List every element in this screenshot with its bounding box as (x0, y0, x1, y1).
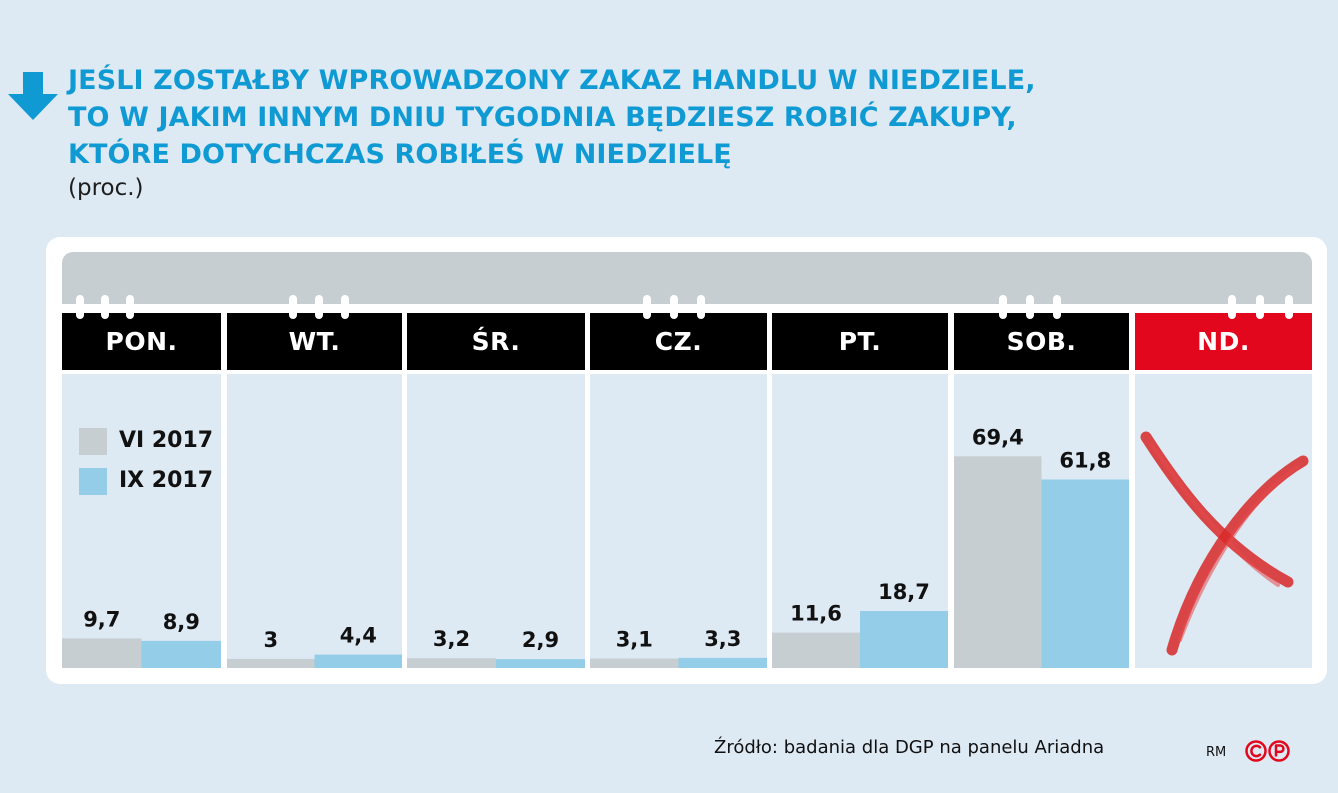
chart-title-line-1: JEŚLI ZOSTAŁBY WPROWADZONY ZAKAZ HANDLU … (68, 65, 1036, 96)
calendar-ring (126, 295, 134, 319)
calendar-ring (697, 295, 705, 319)
day-header-fri: PT. (772, 313, 948, 370)
legend-item: IX 2017 (79, 466, 239, 496)
day-column-mon (62, 374, 221, 668)
day-header-sun: ND. (1135, 313, 1312, 370)
day-header-wed: ŚR. (407, 313, 585, 370)
day-column-tue (227, 374, 402, 668)
day-column-wed (407, 374, 585, 668)
calendar-ring (1053, 295, 1061, 319)
source-note: Źródło: badania dla DGP na panelu Ariadn… (714, 737, 1105, 758)
calendar-ring (101, 295, 109, 319)
calendar-ring (315, 295, 323, 319)
day-column-sat (954, 374, 1129, 668)
legend-label: VI 2017 (119, 428, 214, 453)
copyright-publisher-icon (1245, 740, 1290, 762)
chart-heading: JEŚLI ZOSTAŁBY WPROWADZONY ZAKAZ HANDLU … (0, 0, 1338, 230)
legend-item: VI 2017 (79, 426, 239, 456)
chart-legend: VI 2017 IX 2017 (79, 426, 239, 496)
chart-title-line-2: TO W JAKIM INNYM DNIU TYGODNIA BĘDZIESZ … (68, 102, 1017, 133)
day-header-tue: WT. (227, 313, 402, 370)
calendar-binding-strip (62, 252, 1312, 304)
calendar-ring (1256, 295, 1264, 319)
calendar-ring (999, 295, 1007, 319)
calendar-ring (1285, 295, 1293, 319)
day-header-mon: PON. (62, 313, 221, 370)
day-header-thu: CZ. (590, 313, 767, 370)
legend-swatch-ix-2017 (79, 468, 107, 495)
calendar-ring (289, 295, 297, 319)
calendar-ring (1228, 295, 1236, 319)
day-column-sun (1135, 374, 1312, 668)
day-header-sat: SOB. (954, 313, 1129, 370)
chart-title-line-3: KTÓRE DOTYCHCZAS ROBIŁEŚ W NIEDZIELĘ (68, 139, 732, 170)
legend-swatch-vi-2017 (79, 428, 107, 455)
arrow-down-icon (8, 72, 58, 120)
chart-subtitle: (proc.) (68, 175, 144, 201)
legend-label: IX 2017 (119, 468, 214, 493)
calendar-ring (341, 295, 349, 319)
calendar-ring (76, 295, 84, 319)
author-initials: RM (1206, 745, 1227, 760)
calendar-ring (670, 295, 678, 319)
day-column-fri (772, 374, 948, 668)
calendar-ring (1026, 295, 1034, 319)
day-column-thu (590, 374, 767, 668)
calendar-ring (643, 295, 651, 319)
